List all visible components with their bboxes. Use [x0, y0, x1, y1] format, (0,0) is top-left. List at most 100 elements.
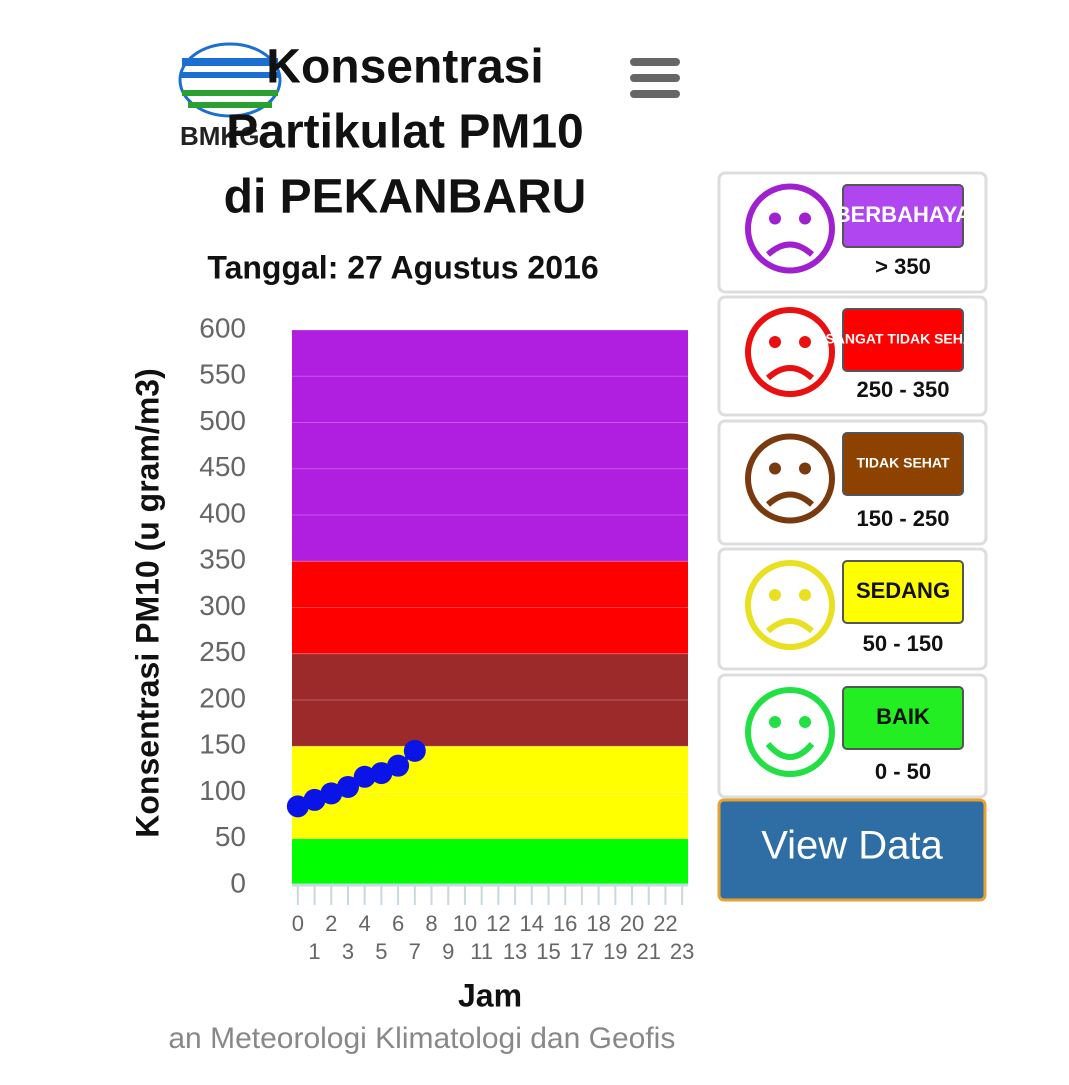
x-tick-label: 21	[636, 939, 660, 964]
level-box	[842, 184, 964, 248]
x-tick-label: 23	[670, 939, 694, 964]
x-tick-label: 1	[308, 939, 320, 964]
legend-card[interactable]: SANGAT TIDAK SEHAT 250 - 350	[717, 295, 988, 417]
band	[292, 330, 688, 562]
point	[303, 788, 326, 811]
footer: r : Badan Meteorologi Klimatologi dan Ge…	[80, 1022, 675, 1055]
chart-subtitle: Tanggal: 27 Agustus 2016	[207, 249, 598, 285]
mouth	[765, 241, 815, 257]
face	[745, 433, 835, 524]
x-tick-label: 0	[292, 911, 304, 936]
level-range: 0 - 50	[875, 759, 931, 784]
eye	[769, 716, 781, 728]
point	[353, 765, 376, 788]
x-tick-label: 11	[470, 939, 493, 964]
eye	[769, 589, 781, 601]
y-tick-label: 300	[199, 590, 246, 621]
x-tick-label: 16	[553, 911, 577, 936]
eye	[799, 336, 811, 348]
y-tick-label: 150	[199, 729, 246, 760]
x-tick-label: 12	[486, 911, 510, 936]
eye	[799, 716, 811, 728]
x-tick-label: 15	[536, 939, 560, 964]
point	[370, 762, 393, 785]
button-bg	[717, 798, 987, 902]
x-tick-label: 19	[603, 939, 627, 964]
legend-card[interactable]: BAIK 0 - 50	[717, 673, 988, 799]
x-tick-label: 7	[409, 939, 421, 964]
y-tick-label: 500	[199, 405, 246, 436]
y-tick-label: 400	[199, 497, 246, 528]
eye	[769, 212, 781, 225]
y-tick-label: 550	[199, 359, 246, 390]
point	[336, 775, 359, 798]
eye	[799, 589, 811, 601]
x-axis-label: Jam	[458, 977, 522, 1013]
point	[286, 795, 309, 818]
x-tick-label: 9	[442, 939, 454, 964]
level-label: TIDAK SEHAT	[856, 455, 950, 471]
point	[320, 782, 343, 805]
y-tick-label: 50	[215, 821, 246, 852]
level-box	[842, 560, 964, 624]
x-tick-label: 4	[359, 911, 371, 936]
y-axis-label: Konsentrasi PM10 (u gram/m3)	[129, 368, 165, 837]
level-range: 50 - 150	[863, 631, 944, 656]
y-tick-label: 350	[199, 544, 246, 575]
y-tick-label: 200	[199, 682, 246, 713]
chart-title: di PEKANBARU	[224, 171, 587, 224]
level-range: > 350	[875, 254, 931, 279]
level-box	[842, 432, 964, 496]
face	[745, 307, 835, 397]
mouth	[765, 741, 815, 760]
x-tick-label: 6	[392, 911, 404, 936]
legend-card[interactable]: BERBAHAYA > 350	[717, 171, 988, 294]
x-tick-label: 18	[586, 911, 610, 936]
point	[403, 739, 426, 762]
face	[745, 687, 835, 777]
level-range: 150 - 250	[857, 506, 950, 531]
level-label: SANGAT TIDAK SEHAT	[825, 331, 980, 347]
y-tick-label: 250	[199, 636, 246, 667]
mouth	[765, 618, 815, 634]
point	[387, 754, 410, 777]
x-tick-label: 3	[342, 939, 354, 964]
legend-card[interactable]: TIDAK SEHAT 150 - 250	[717, 419, 988, 546]
x-tick-label: 10	[453, 911, 477, 936]
x-tick-label: 14	[520, 911, 544, 936]
y-tick-label: 100	[199, 775, 246, 806]
y-tick-label: 450	[199, 451, 246, 482]
button-label: View Data	[761, 824, 943, 868]
face	[745, 560, 835, 650]
legend-card[interactable]: SEDANG 50 - 150	[717, 547, 988, 671]
level-label: BERBAHAYA	[835, 202, 972, 227]
chart-title: Konsentrasi	[266, 41, 543, 94]
view-data-button[interactable]: View Data	[717, 798, 987, 902]
logo: BMKG	[178, 42, 282, 151]
y-tick-label: 0	[230, 867, 246, 898]
face	[745, 183, 835, 274]
eye	[769, 336, 781, 348]
x-tick-label: 8	[425, 911, 437, 936]
chart-title: Partikulat PM10	[226, 106, 583, 159]
level-label: SEDANG	[856, 578, 950, 603]
x-tick-label: 2	[325, 911, 337, 936]
x-tick-label: 5	[375, 939, 387, 964]
menu-icon[interactable]	[630, 58, 680, 98]
logo-text: BMKG	[180, 121, 259, 151]
y-tick-label: 600	[199, 312, 246, 343]
mouth	[765, 491, 815, 507]
level-range: 250 - 350	[857, 377, 950, 402]
x-tick-label: 22	[653, 911, 677, 936]
x-tick-label: 20	[620, 911, 644, 936]
eye	[769, 462, 781, 475]
x-tick-label: 17	[570, 939, 594, 964]
band	[292, 838, 688, 885]
x-tick-label: 13	[503, 939, 527, 964]
band	[292, 746, 688, 839]
level-box	[842, 686, 964, 750]
level-box	[842, 308, 964, 372]
band	[292, 561, 688, 654]
band	[292, 653, 688, 747]
